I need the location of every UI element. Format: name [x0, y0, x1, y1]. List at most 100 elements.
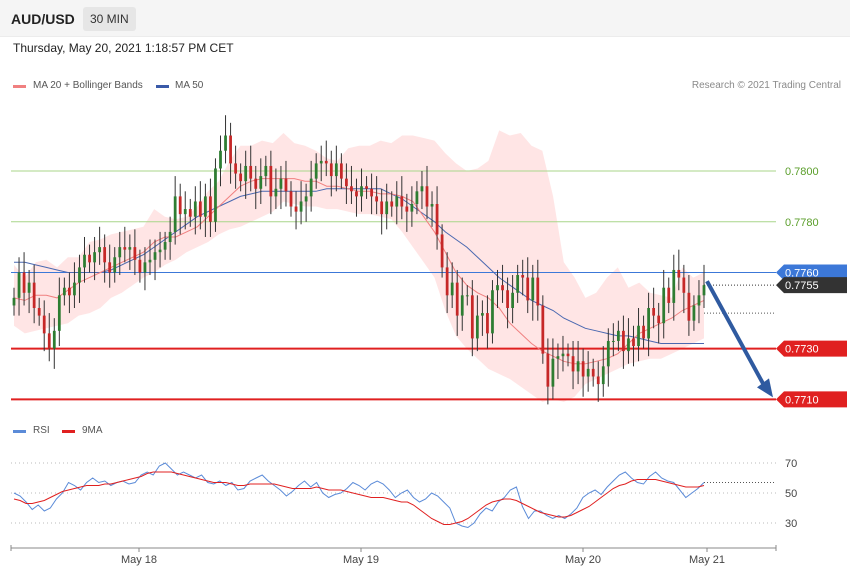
- candle-24: [133, 247, 137, 260]
- candle-54: [284, 178, 288, 192]
- candle-120: [616, 330, 620, 341]
- candle-136: [697, 295, 701, 306]
- candle-77: [400, 196, 404, 207]
- candle-46: [244, 165, 248, 182]
- candle-23: [128, 247, 132, 250]
- candle-31: [168, 231, 172, 243]
- rsi-tick-1: 50: [785, 488, 797, 500]
- candle-93: [481, 313, 484, 316]
- candle-45: [239, 173, 243, 182]
- candle-83: [430, 204, 434, 207]
- candle-16: [93, 252, 96, 263]
- candle-8: [52, 330, 56, 349]
- candle-52: [274, 188, 278, 197]
- ma20-legend: MA 20 + Bollinger Bands: [33, 80, 143, 91]
- candle-88: [455, 282, 459, 316]
- candle-101: [521, 275, 525, 278]
- candle-87: [450, 282, 454, 296]
- candle-121: [622, 330, 625, 352]
- candle-55: [289, 191, 293, 207]
- candle-114: [586, 368, 590, 377]
- candle-12: [73, 282, 76, 296]
- candle-124: [637, 325, 640, 347]
- candle-117: [601, 366, 605, 385]
- candle-38: [204, 196, 207, 217]
- candle-32: [173, 196, 177, 232]
- candle-113: [581, 361, 585, 377]
- candle-103: [531, 277, 535, 301]
- candle-85: [440, 234, 444, 268]
- copyright-label: Research © 2021 Trading Central: [691, 80, 841, 91]
- rsi-tick-0: 70: [785, 458, 797, 470]
- candle-89: [460, 295, 464, 316]
- candle-106: [546, 353, 550, 387]
- candle-129: [662, 287, 666, 324]
- candle-35: [188, 209, 192, 217]
- level-label-4: 0.7710: [785, 394, 819, 406]
- candle-109: [561, 353, 565, 357]
- candle-65: [339, 163, 343, 179]
- candle-125: [642, 325, 645, 339]
- ma9-legend: 9MA: [82, 425, 103, 436]
- candle-66: [345, 178, 348, 187]
- candle-76: [395, 196, 399, 207]
- title-bar: AUD/USD 30 MIN: [0, 0, 850, 37]
- candle-19: [108, 262, 112, 273]
- candle-57: [299, 201, 303, 212]
- candle-80: [415, 191, 419, 204]
- candle-126: [647, 308, 650, 339]
- candle-49: [259, 176, 263, 189]
- x-tick-label-2: May 20: [565, 554, 601, 566]
- candle-69: [360, 186, 363, 197]
- candle-15: [88, 254, 91, 263]
- candle-1: [17, 272, 21, 298]
- candle-44: [234, 163, 237, 174]
- rsi-legend: RSI: [33, 425, 50, 436]
- candle-107: [551, 358, 555, 387]
- candle-10: [62, 287, 66, 296]
- candle-79: [410, 204, 414, 212]
- candle-71: [370, 188, 373, 197]
- candle-26: [143, 262, 147, 273]
- candle-20: [113, 257, 117, 273]
- forecast-arrow-head: [757, 378, 773, 398]
- timeframe-button[interactable]: 30 MIN: [83, 7, 136, 31]
- candle-119: [611, 340, 615, 342]
- candle-95: [491, 290, 494, 334]
- candle-59: [309, 178, 313, 197]
- level-label-0: 0.7800: [785, 166, 819, 178]
- candle-75: [390, 201, 394, 207]
- candle-84: [435, 204, 439, 235]
- datetime-label: Thursday, May 20, 2021 1:18:57 PM CET: [13, 41, 234, 55]
- candle-2: [22, 272, 26, 293]
- candle-97: [501, 285, 504, 291]
- candle-116: [596, 376, 600, 385]
- candle-36: [193, 201, 197, 217]
- candle-34: [183, 209, 187, 215]
- candle-6: [42, 315, 46, 334]
- symbol-label: AUD/USD: [11, 11, 75, 27]
- ma50-legend: MA 50: [175, 80, 204, 91]
- candle-18: [103, 247, 107, 263]
- candle-102: [526, 277, 530, 301]
- candle-99: [511, 292, 514, 308]
- candle-50: [264, 165, 268, 177]
- rsi-line: [13, 462, 705, 529]
- candle-73: [380, 201, 384, 215]
- candle-0: [12, 297, 16, 306]
- candle-128: [657, 315, 661, 324]
- ma9-swatch: [62, 430, 75, 433]
- candle-39: [209, 196, 212, 222]
- candle-86: [445, 267, 449, 296]
- current-price-label: 0.7755: [785, 280, 819, 292]
- candle-11: [68, 287, 71, 296]
- candle-51: [269, 165, 273, 197]
- x-tick-label-0: May 18: [121, 554, 157, 566]
- candle-105: [541, 305, 545, 354]
- candle-4: [32, 282, 36, 308]
- candle-115: [591, 368, 595, 377]
- candle-61: [319, 160, 323, 164]
- candle-74: [385, 201, 389, 215]
- level-tag-3: [776, 340, 847, 357]
